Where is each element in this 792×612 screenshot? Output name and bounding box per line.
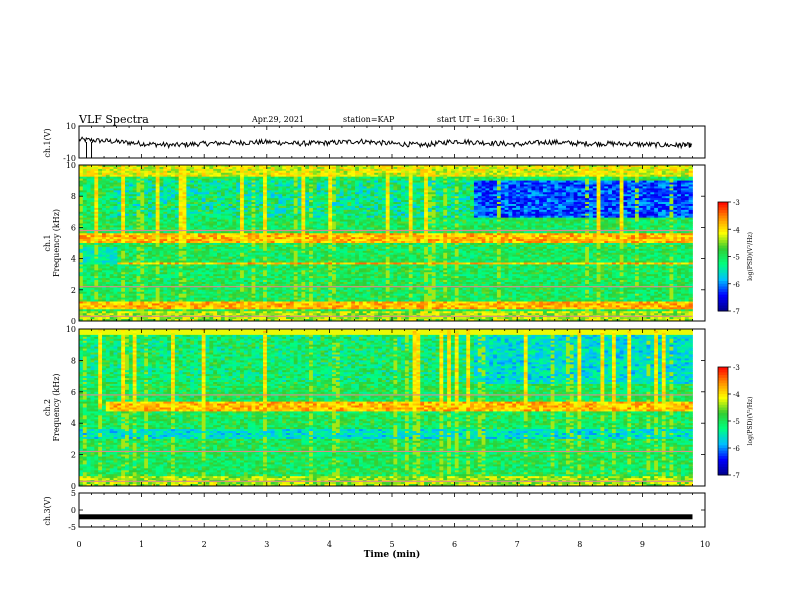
ch1-waveform-line [79,137,692,148]
station-label: station=KAP [343,115,395,124]
vlf-spectra-figure: VLF Spectra Apr.29, 2021 station=KAP sta… [0,0,792,612]
start-time-label: start UT = 16:30: 1 [437,115,516,124]
date-label: Apr.29, 2021 [251,115,304,124]
figure-title: VLF Spectra [78,113,149,126]
ch1-waveform-panel: 10-10 [63,122,705,163]
ch1-y-tick-label: 10 [66,122,76,131]
